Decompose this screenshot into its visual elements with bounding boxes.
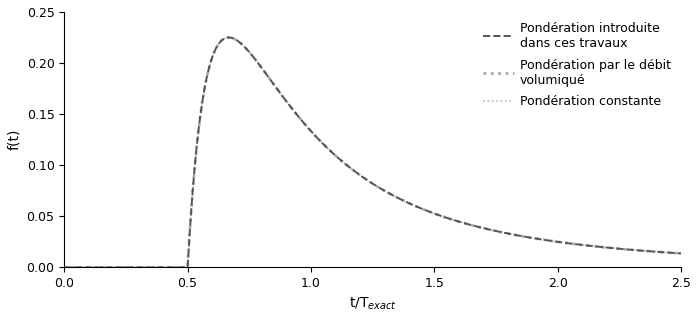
Pondération introduite
dans ces travaux — [677, 251, 685, 255]
Pondération constante — [225, 35, 233, 39]
Pondération introduite
dans ces travaux — [599, 245, 607, 249]
Pondération par le débit
volumiqué — [665, 251, 674, 255]
Pondération constante — [297, 118, 305, 122]
Pondération introduite
dans ces travaux — [324, 146, 332, 150]
Pondération constante — [324, 146, 332, 150]
Line: Pondération constante: Pondération constante — [64, 37, 681, 267]
Pondération par le débit
volumiqué — [677, 251, 685, 255]
Y-axis label: f(t): f(t) — [7, 129, 21, 150]
Pondération constante — [599, 245, 607, 249]
Legend: Pondération introduite
dans ces travaux, Pondération par le débit
volumiqué, Pon: Pondération introduite dans ces travaux,… — [479, 18, 675, 112]
Pondération introduite
dans ces travaux — [297, 118, 305, 122]
Pondération introduite
dans ces travaux — [167, 265, 175, 269]
Pondération par le débit
volumiqué — [297, 118, 305, 122]
Pondération par le débit
volumiqué — [60, 265, 68, 269]
Pondération par le débit
volumiqué — [324, 146, 332, 150]
X-axis label: t/T$_{exact}$: t/T$_{exact}$ — [349, 296, 396, 312]
Pondération constante — [677, 251, 685, 255]
Pondération par le débit
volumiqué — [599, 245, 607, 249]
Pondération introduite
dans ces travaux — [665, 251, 674, 255]
Pondération par le débit
volumiqué — [225, 35, 233, 39]
Pondération constante — [665, 251, 674, 255]
Line: Pondération par le débit
volumiqué: Pondération par le débit volumiqué — [64, 37, 681, 267]
Pondération constante — [167, 265, 175, 269]
Pondération constante — [131, 265, 139, 269]
Pondération par le débit
volumiqué — [131, 265, 139, 269]
Pondération introduite
dans ces travaux — [131, 265, 139, 269]
Pondération par le débit
volumiqué — [167, 265, 175, 269]
Line: Pondération introduite
dans ces travaux: Pondération introduite dans ces travaux — [64, 37, 681, 267]
Pondération introduite
dans ces travaux — [225, 35, 233, 39]
Pondération introduite
dans ces travaux — [60, 265, 68, 269]
Pondération constante — [60, 265, 68, 269]
